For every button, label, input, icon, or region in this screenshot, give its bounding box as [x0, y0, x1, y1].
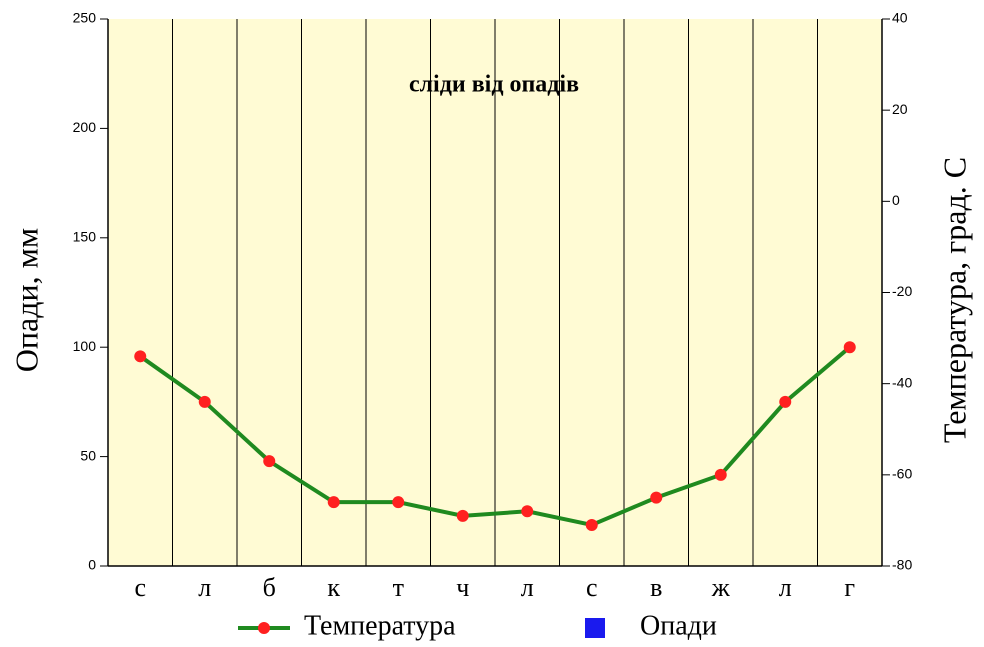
- temperature-marker: [456, 509, 469, 522]
- temperature-marker: [327, 496, 340, 509]
- x-tick-label: т: [393, 573, 404, 602]
- y2-tick-label: 40: [892, 10, 908, 26]
- y2-tick-label: -80: [892, 557, 912, 573]
- y2-tick-label: -20: [892, 283, 912, 299]
- x-tick-label: с: [586, 573, 598, 602]
- temperature-marker: [585, 518, 598, 531]
- x-tick-label: ж: [711, 573, 731, 602]
- legend-label: Опади: [640, 610, 717, 641]
- y2-tick-label: -60: [892, 466, 912, 482]
- temperature-marker: [843, 341, 856, 354]
- x-tick-label: л: [779, 573, 792, 602]
- legend-label: Температура: [304, 610, 456, 641]
- temperature-marker: [521, 505, 534, 518]
- y2-tick-label: -40: [892, 374, 912, 390]
- temperature-marker: [263, 455, 276, 468]
- x-tick-label: б: [263, 573, 276, 602]
- temperature-marker: [714, 468, 727, 481]
- temperature-marker: [650, 491, 663, 504]
- temperature-marker: [779, 395, 792, 408]
- x-tick-label: л: [521, 573, 534, 602]
- annotation: сліди від опадів: [409, 72, 579, 98]
- legend-marker: [258, 622, 270, 634]
- x-tick-label: с: [134, 573, 146, 602]
- x-tick-label: ч: [456, 573, 469, 602]
- x-tick-label: к: [327, 573, 340, 602]
- x-tick-label: г: [844, 573, 855, 602]
- y-tick-label: 250: [73, 10, 97, 26]
- y-tick-label: 100: [73, 338, 97, 354]
- y2-tick-label: 20: [892, 101, 908, 117]
- x-tick-label: л: [198, 573, 211, 602]
- y-axis-label: Опади, мм: [8, 228, 44, 372]
- y-tick-label: 50: [80, 447, 96, 463]
- temperature-marker: [198, 395, 211, 408]
- temperature-marker: [134, 350, 147, 363]
- temperature-line: [139, 345, 852, 528]
- y2-axis-label: Температура, град. С: [936, 157, 972, 443]
- y-tick-label: 0: [88, 557, 96, 573]
- temperature-marker: [392, 496, 405, 509]
- y-tick-label: 150: [73, 229, 97, 245]
- legend-swatch: [585, 618, 605, 638]
- x-tick-label: в: [650, 573, 662, 602]
- y2-tick-label: 0: [892, 192, 900, 208]
- y-tick-label: 200: [73, 119, 97, 135]
